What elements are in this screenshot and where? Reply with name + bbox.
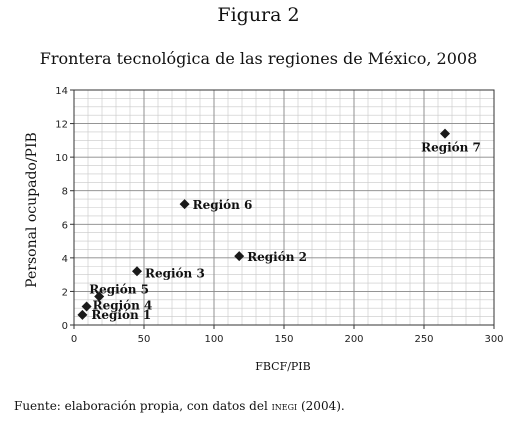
source-suffix: (2004).: [297, 399, 345, 413]
x-tick-label: 250: [414, 334, 433, 345]
data-point-marker: [132, 266, 142, 277]
data-point-label: Región 6: [193, 198, 253, 212]
x-tick-label: 200: [344, 334, 363, 345]
data-point-marker: [179, 199, 190, 210]
x-tick-label: 150: [274, 334, 293, 345]
y-tick-label: 0: [62, 321, 68, 332]
chart-title: Frontera tecnológica de las regiones de …: [39, 49, 478, 68]
data-point-label: Región 2: [247, 250, 307, 264]
data-point-marker: [77, 309, 88, 320]
data-point-marker: [440, 128, 450, 139]
data-point-label: Región 7: [421, 141, 481, 155]
y-tick-label: 10: [55, 153, 68, 164]
y-axis-title: Personal ocupado/PIB: [24, 132, 40, 288]
y-tick-label: 4: [62, 254, 68, 265]
grid: [73, 89, 495, 326]
source-prefix: Fuente: elaboración propia, con datos de…: [14, 399, 272, 413]
data-point-label: Región 3: [145, 266, 205, 280]
data-point-marker: [94, 291, 105, 302]
y-tick-label: 8: [62, 187, 68, 198]
y-tick-label: 12: [55, 120, 68, 131]
y-tick-label: 14: [55, 86, 68, 97]
data-point-marker: [234, 251, 245, 262]
x-tick-label: 0: [71, 334, 77, 345]
source-note: Fuente: elaboración propia, con datos de…: [14, 399, 345, 413]
source-org: inegi: [271, 399, 298, 413]
data-point-label: Región 5: [89, 282, 149, 296]
data-point-marker: [81, 301, 92, 312]
figure-label: Figura 2: [217, 4, 300, 26]
data-point-label: Región 4: [93, 299, 153, 313]
x-tick-label: 300: [484, 334, 503, 345]
x-axis-title: FBCF/PIB: [255, 360, 311, 373]
y-tick-label: 2: [62, 287, 68, 298]
y-axis-ticks: 0 2 4 6 8 10 12 14: [55, 86, 74, 332]
y-tick-label: 6: [62, 220, 68, 231]
x-tick-label: 50: [138, 334, 151, 345]
x-axis-ticks: 0 50 100 150 200 250 300: [71, 325, 504, 345]
data-point-label: Región 1: [91, 308, 151, 322]
x-tick-label: 100: [204, 334, 223, 345]
